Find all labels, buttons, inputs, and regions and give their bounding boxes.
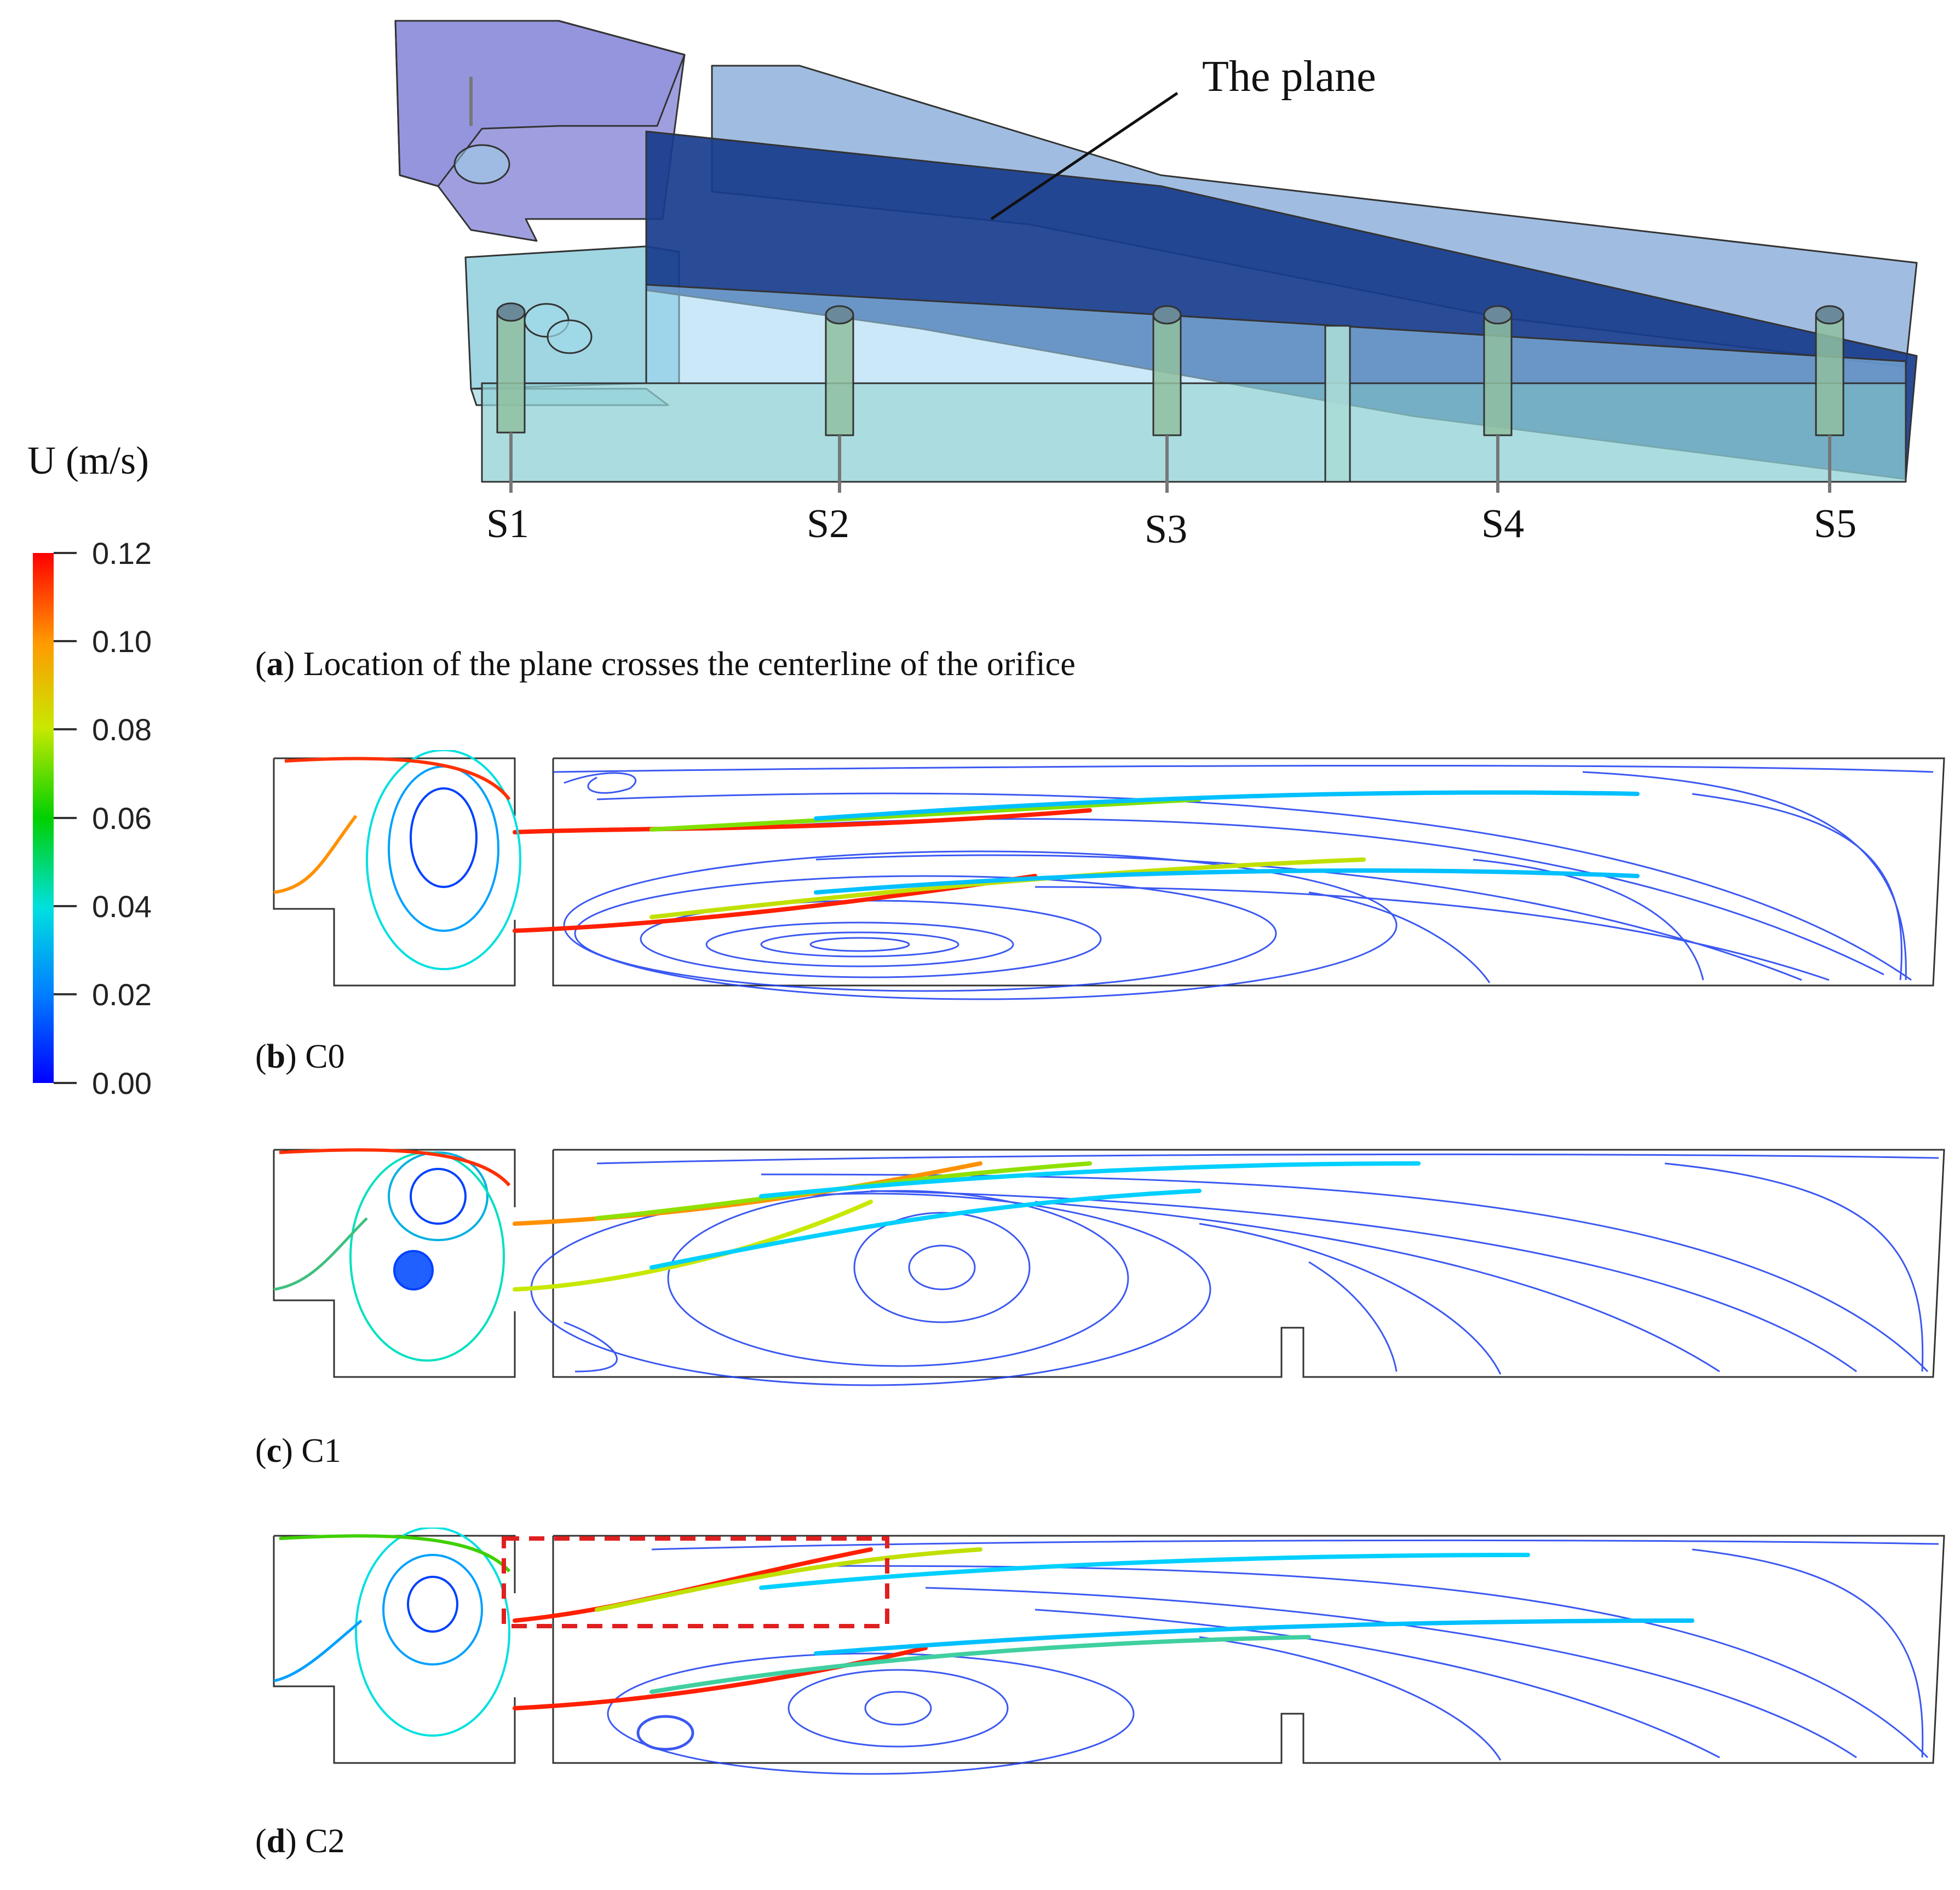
colorbar-tick: 0.00 <box>92 1066 152 1100</box>
sensor-label: S4 <box>1481 502 1525 546</box>
streamline-plot-c0 <box>273 750 1945 1000</box>
colorbar-tick: 0.10 <box>92 624 152 659</box>
plane-label: The plane <box>1202 53 1376 101</box>
caption-c: (c) C1 <box>255 1432 341 1470</box>
caption-a: (a) Location of the plane crosses the ce… <box>255 646 1076 683</box>
streamline-plot-c2 <box>273 1528 1945 1775</box>
colorbar-tick: 0.06 <box>92 801 152 835</box>
colorbar-title: U (m/s) <box>27 439 149 482</box>
sensor-label: S3 <box>1145 507 1188 552</box>
colorbar-tick: 0.08 <box>92 712 152 747</box>
highlight-box <box>502 1536 889 1628</box>
colorbar-scale <box>33 552 77 1084</box>
tank-3d-model <box>394 20 1918 493</box>
colorbar-gradient <box>33 553 54 1083</box>
caption-d: (d) C2 <box>255 1823 345 1860</box>
colorbar-tick: 0.04 <box>92 889 152 924</box>
sensor-label: S5 <box>1814 502 1857 546</box>
caption-b: (b) C0 <box>255 1038 345 1075</box>
sensor-label: S2 <box>807 502 850 546</box>
colorbar-tick: 0.12 <box>92 536 152 571</box>
colorbar-tick: 0.02 <box>92 977 152 1012</box>
sensor-label: S1 <box>486 502 530 546</box>
streamline-plot-c1 <box>273 1148 1945 1386</box>
